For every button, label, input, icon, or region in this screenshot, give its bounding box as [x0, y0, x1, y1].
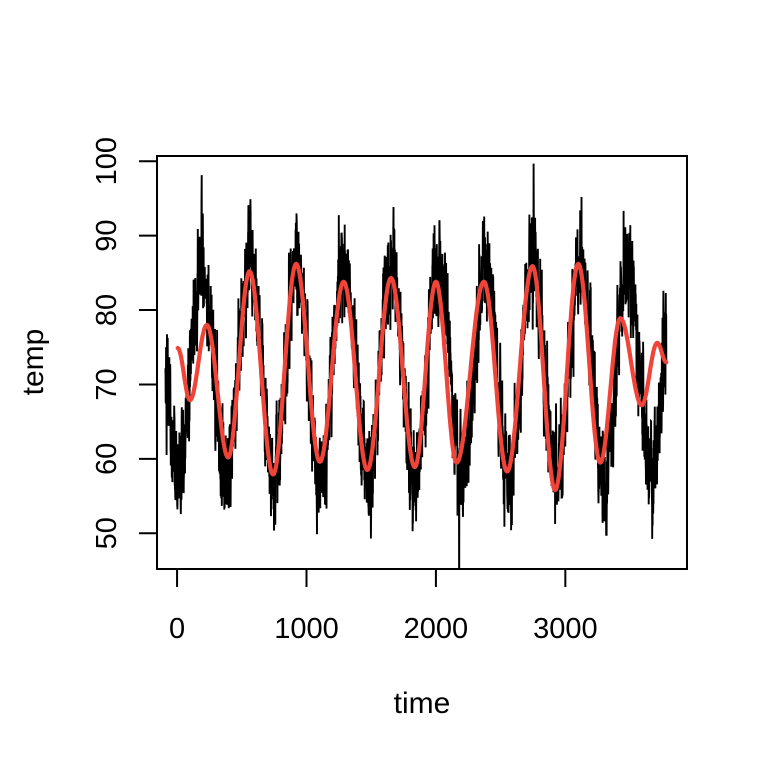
x-tick-label: 2000: [404, 613, 469, 645]
plot-box: [156, 155, 688, 570]
y-tick-label: 60: [91, 443, 123, 475]
fitted-series-line: [175, 261, 669, 493]
x-tick-label: 1000: [274, 613, 339, 645]
x-tick-label: 0: [169, 613, 185, 645]
y-tick-label: 50: [91, 517, 123, 549]
y-tick-label: 80: [91, 294, 123, 326]
x-tick-label: 3000: [533, 613, 598, 645]
y-tick-label: 70: [91, 368, 123, 400]
x-axis-label: time: [393, 687, 451, 720]
y-tick-label: 90: [91, 219, 123, 251]
y-axis-label: temp: [17, 328, 50, 396]
y-tick-label: 100: [91, 137, 123, 185]
